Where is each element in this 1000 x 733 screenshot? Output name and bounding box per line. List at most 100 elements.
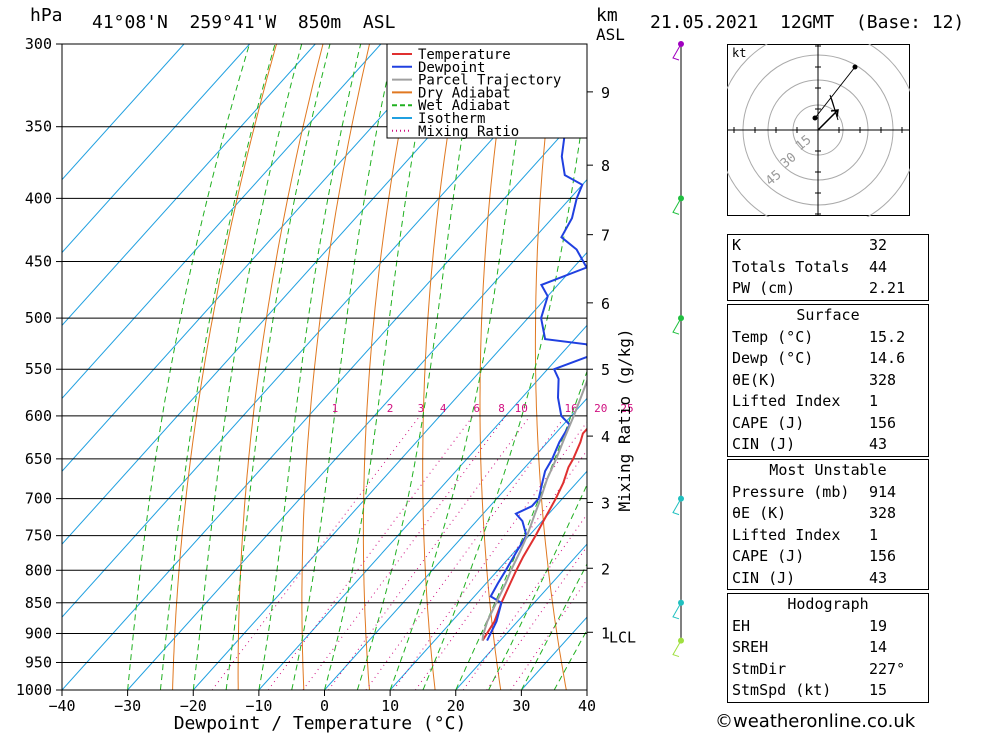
wind-barb-icon [672,640,682,658]
location-title: 41°08'N 259°41'W 850m ASL [92,12,396,33]
mixing-ratio-label: 25 [620,402,633,415]
wind-profile [672,41,684,658]
isotherm-line [62,44,251,254]
surface-row: Dewp (°C) 14.6 [732,349,906,367]
isotherm-line [127,178,587,690]
isotherm-line [62,44,185,181]
isotherm-line [389,470,587,690]
legend-label: Temperature [418,47,511,63]
indices-table: K 32 Totals Totals 44 PW (cm) 2.21 [727,234,929,301]
pressure-tick-label: 850 [25,594,52,612]
mixing-ratio-label: 4 [440,402,447,415]
index-row-k: K 32 [732,236,888,254]
height-tick-label: 1 [601,624,610,642]
pressure-tick-label: 700 [25,490,52,508]
pressure-tick-label: 600 [25,407,52,425]
height-tick-label: 2 [601,560,610,578]
height-tick-label: 5 [601,361,610,379]
isotherm-line [62,44,382,400]
pressure-tick-label: 350 [25,118,52,136]
legend-label: Parcel Trajectory [418,73,561,89]
mixing-ratio-label: 10 [515,402,528,415]
hodograph-row: EH 19 [732,616,888,635]
pressure-tick-label: 950 [25,653,52,671]
isotherm-line [258,324,587,690]
km-unit-label: km [596,5,618,26]
parcel-trajectory-line [481,378,587,641]
hodograph-row: SREH 14 [732,638,888,656]
pressure-tick-label: 650 [25,450,52,468]
surface-row: CIN (J) 43 [732,435,888,453]
mixing-ratio-label: 20 [594,402,607,415]
temperature-line [481,427,587,642]
pressure-tick-label: 900 [25,624,52,642]
mixing-ratio-label: 1 [332,402,339,415]
mixing-ratio-line [365,415,566,690]
temperature-tick-label: 10 [381,697,399,715]
temperature-tick-label: −10 [245,697,272,715]
isotherm-line [62,44,316,327]
mixing-ratio-label: 6 [473,402,480,415]
most-unstable-row: CIN (J) 43 [732,568,888,587]
surface-row: Lifted Index 1 [732,392,879,410]
hodograph-point [852,64,858,70]
most-unstable-title: Most Unstable [769,461,887,479]
height-tick-label: 8 [601,157,610,175]
storm-motion-arrow [817,109,839,131]
mixing-ratio-line [328,415,531,690]
wind-barb-icon [672,498,682,516]
mixing-ratio-line [510,578,587,690]
wet-adiabat-line [192,44,303,690]
temperature-axis: −40 −30 −20 −10 0 10 20 30 40 [48,690,596,715]
temperature-tick-label: 30 [512,697,530,715]
mixing-ratio-label: 8 [498,402,505,415]
wind-barb-icon [672,198,682,215]
isotherm-line [62,105,587,690]
plot-frame [61,43,588,691]
mixing-ratio-line [302,415,507,690]
legend-label: Wet Adiabat [418,98,511,114]
dry-adiabat-line [974,44,1000,690]
copyright-footer[interactable]: ©weatheronline.co.uk [715,711,916,732]
wet-adiabat-line [356,44,478,690]
temperature-tick-label: 20 [447,697,465,715]
surface-row: CAPE (J) 156 [732,413,897,432]
mixing-ratio-line [462,513,587,690]
surface-row: θE(K) 328 [732,370,897,389]
datetime-label: 21.05.2021 12GMT (Base: 12) [650,12,965,33]
pressure-tick-label: 450 [25,253,52,271]
wet-adiabat-line [324,44,434,690]
lcl-label: LCL [609,629,636,647]
profile-series [481,74,587,642]
dry-adiabat-line [172,44,277,690]
hodograph-unit-label: kt [732,46,746,60]
dry-adiabat-line [928,44,1000,690]
mixing-ratio-line [267,415,474,690]
pressure-tick-label: 500 [25,309,52,327]
mixing-ratio-label: 3 [418,402,425,415]
height-tick-label: 6 [601,295,610,313]
hodograph-point [812,115,818,121]
dry-adiabat-line [362,44,417,690]
dry-adiabat-line [641,44,698,690]
isotherm-line [62,44,513,545]
wind-barb-icon [672,602,682,620]
surface-table: Surface Temp (°C) 15.2 Dewp (°C) 14.6 θE(K… [727,304,929,457]
legend-label: Dry Adiabat [418,85,511,101]
height-tick-label: 4 [601,428,610,446]
most-unstable-row: Lifted Index 1 [732,525,879,544]
wet-adiabat-line [127,44,250,690]
hodograph-table: Hodograph EH 19 SREH 14 StmDir 227° StmSpd … [727,593,929,703]
temperature-tick-label: 40 [578,697,596,715]
pressure-tick-label: 750 [25,527,52,545]
wet-adiabat-line [488,483,587,690]
pressure-tick-label: 800 [25,561,52,579]
isotherm-line [192,251,587,690]
legend-label: Isotherm [418,111,485,127]
mixing-ratio-axis-label: Mixing Ratio (g/kg) [615,328,634,511]
surface-row: Temp (°C) 15.2 [732,327,906,346]
most-unstable-row: Pressure (mb) 914 [732,482,897,501]
legend-label: Mixing Ratio [418,124,519,140]
temperature-tick-label: −30 [114,697,141,715]
